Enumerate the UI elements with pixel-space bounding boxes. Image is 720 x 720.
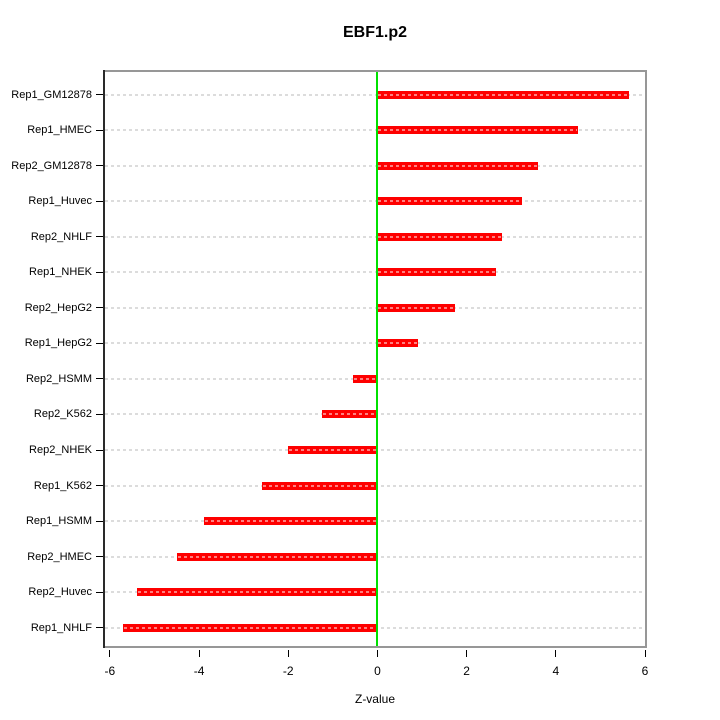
bar-stripe: [204, 520, 377, 523]
y-tick-label: Rep1_HSMM: [25, 515, 92, 528]
x-axis-label: Z-value: [354, 692, 395, 706]
y-tick: [96, 413, 103, 415]
y-tick: [96, 591, 103, 593]
grid-line: [105, 271, 645, 274]
y-tick-label: Rep1_GM12878: [11, 88, 92, 101]
bar-stripe: [322, 413, 377, 416]
y-tick: [96, 556, 103, 558]
x-tick-label: -4: [193, 664, 205, 678]
zero-line: [376, 72, 379, 646]
bar-stripe: [378, 129, 578, 132]
grid-line: [105, 342, 645, 345]
y-tick: [96, 236, 103, 238]
y-tick-label: Rep2_HepG2: [24, 301, 92, 314]
grid-line: [105, 93, 645, 96]
bar-stripe: [289, 449, 377, 451]
grid-line: [105, 200, 645, 203]
bar-stripe: [177, 555, 377, 558]
bar-Rep1_HepG2: [377, 339, 418, 348]
x-tick: [644, 650, 646, 657]
y-tick-label: Rep1_HepG2: [24, 337, 92, 350]
bar-Rep1_GM12878: [377, 90, 630, 99]
y-tick-label: Rep2_Huvec: [28, 586, 92, 599]
y-tick: [96, 307, 103, 309]
bar-stripe: [378, 235, 502, 238]
x-tick-label: 4: [552, 664, 560, 678]
bar-stripe: [378, 93, 629, 96]
y-tick-label: Rep1_Huvec: [28, 195, 92, 208]
x-tick-label: 2: [463, 664, 470, 678]
grid-line: [105, 129, 645, 132]
bar-stripe: [378, 271, 495, 274]
y-tick-label: Rep1_HMEC: [27, 124, 92, 137]
y-tick: [96, 165, 103, 167]
bar-Rep1_HMEC: [377, 126, 579, 135]
y-tick: [96, 520, 103, 522]
bar-Rep1_Huvec: [377, 197, 523, 206]
bar-stripe: [124, 626, 377, 629]
y-tick: [96, 271, 103, 273]
bar-Rep2_HMEC: [176, 552, 378, 561]
y-tick-label: Rep2_GM12878: [11, 159, 92, 172]
chart-title: EBF1.p2: [342, 24, 407, 41]
y-tick-label: Rep2_NHLF: [30, 230, 92, 243]
y-tick-label: Rep1_NHLF: [30, 621, 92, 634]
bar-Rep2_GM12878: [377, 161, 538, 170]
bar-stripe: [262, 484, 377, 487]
bar-stripe: [378, 200, 522, 203]
x-tick: [109, 650, 111, 657]
bar-Rep1_HSMM: [203, 517, 378, 526]
x-tick-label: 6: [641, 664, 649, 678]
bar-stripe: [378, 164, 537, 167]
bar-Rep1_NHLF: [123, 623, 378, 632]
y-tick-label: Rep2_HMEC: [27, 550, 92, 563]
x-tick: [555, 650, 557, 657]
bar-Rep1_K562: [261, 481, 378, 490]
y-tick-label: Rep2_K562: [33, 408, 92, 421]
bar-Rep2_HepG2: [377, 303, 456, 312]
bar-Rep2_HSMM: [352, 374, 378, 383]
y-axis-line: [103, 70, 105, 648]
y-tick: [96, 449, 103, 451]
grid-line: [105, 306, 645, 309]
grid-line: [105, 164, 645, 167]
bar-stripe: [353, 377, 377, 380]
y-tick-label: Rep1_NHEK: [29, 266, 92, 279]
bar-Rep1_NHEK: [377, 268, 496, 277]
x-tick: [466, 650, 468, 657]
y-tick: [96, 200, 103, 202]
plot-area: [103, 70, 647, 648]
x-tick: [198, 650, 200, 657]
bar-stripe: [378, 342, 417, 345]
bar-Rep2_NHEK: [288, 446, 378, 454]
x-tick-label: -6: [104, 664, 116, 678]
y-tick-label: Rep1_K562: [33, 479, 92, 492]
x-tick-label: 0: [374, 664, 381, 678]
x-tick: [376, 650, 378, 657]
y-tick: [96, 129, 103, 131]
x-tick: [287, 650, 289, 657]
grid-line: [105, 235, 645, 238]
y-tick-label: Rep2_HSMM: [25, 372, 92, 385]
y-tick: [96, 627, 103, 629]
y-tick: [96, 342, 103, 344]
y-tick-label: Rep2_NHEK: [29, 444, 92, 456]
y-tick: [96, 485, 103, 487]
x-tick-label: -2: [282, 664, 294, 678]
y-tick: [96, 94, 103, 95]
bar-Rep2_K562: [321, 410, 378, 419]
bar-Rep2_NHLF: [377, 232, 503, 241]
bar-Rep2_Huvec: [136, 588, 378, 597]
bar-stripe: [137, 591, 377, 594]
bar-stripe: [378, 306, 455, 309]
y-tick: [96, 378, 103, 380]
